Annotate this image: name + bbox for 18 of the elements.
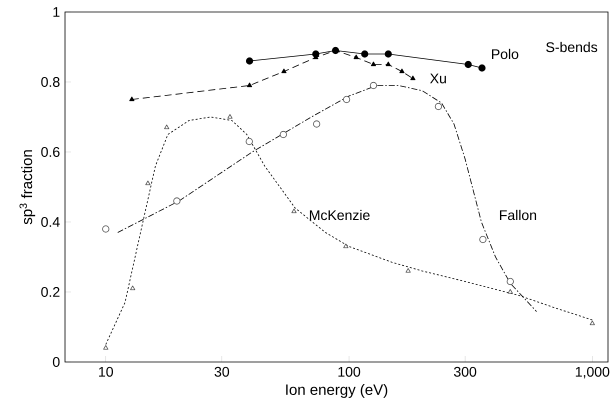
y-axis-title: sp$^{3}$ fraction — [19, 150, 36, 224]
x-tick-label: 100 — [338, 366, 360, 377]
y-tick-label: 0.2 — [41, 287, 60, 297]
x-axis-title: Ion energy (eV) — [286, 384, 388, 398]
y-tick-label: 0.4 — [41, 217, 60, 227]
x-tick-label: 10 — [99, 366, 114, 377]
series-label: McKenzie — [310, 210, 370, 220]
y-tick-label: 0.8 — [41, 77, 60, 87]
y-tick-label: 1 — [53, 7, 60, 17]
series-label: Polo — [492, 48, 518, 60]
x-tick-label: 30 — [214, 366, 230, 377]
x-tick-label: 1,000 — [576, 366, 610, 378]
series-label: Xu — [430, 74, 446, 84]
series-label: Fallon — [500, 210, 536, 220]
x-tick-label: 300 — [454, 366, 476, 377]
y-tick-label: 0.6 — [41, 147, 60, 157]
y-tick-label: 0 — [52, 357, 60, 367]
annotation: S-bends — [546, 42, 598, 52]
